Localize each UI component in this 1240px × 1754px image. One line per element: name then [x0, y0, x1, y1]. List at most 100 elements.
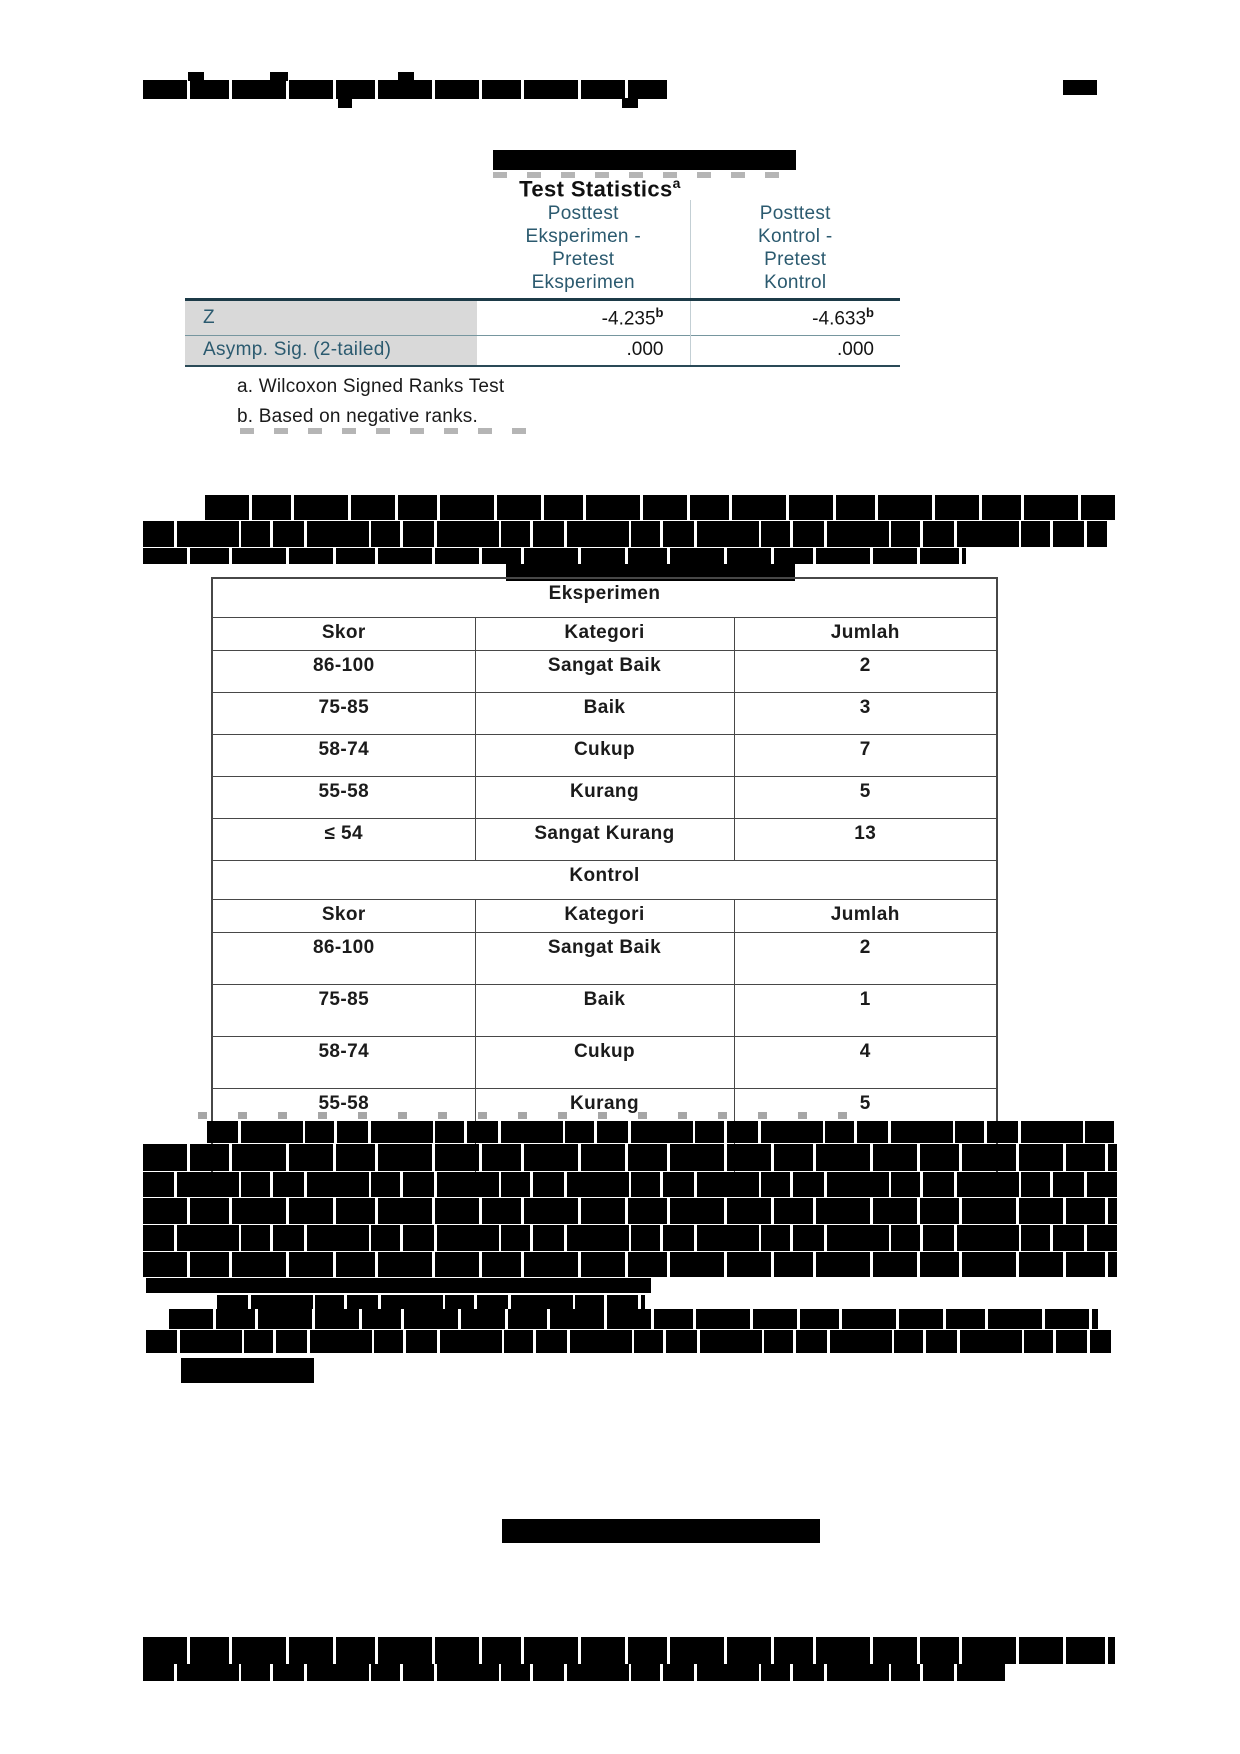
test-statistics-table: Posttest Eksperimen - Pretest Eksperimen…: [185, 200, 900, 367]
table-row: 86-100 Sangat Baik 2: [211, 650, 998, 693]
cell-skor: ≤ 54: [211, 818, 476, 861]
col-header-line: Kontrol -: [757, 226, 833, 247]
col-header-skor: Skor: [211, 617, 476, 651]
stat-z-kontrol: -4.633b: [689, 299, 900, 336]
redacted-paragraph-line: [143, 1252, 1117, 1277]
cell-jumlah: 5: [733, 776, 998, 819]
cell-kategori: Sangat Kurang: [474, 818, 735, 861]
cell-skor: 86-100: [211, 932, 476, 985]
cell-skor: 55-58: [211, 776, 476, 819]
redaction-fragment: [270, 72, 288, 81]
redaction-residue: [198, 1112, 858, 1119]
cell-jumlah: 2: [733, 650, 998, 693]
table-row: 75-85 Baik 3: [211, 692, 998, 735]
cell-jumlah: 2: [733, 932, 998, 985]
cell-kategori: Cukup: [474, 1036, 735, 1089]
cell-kategori: Baik: [474, 692, 735, 735]
column-header-row: Skor Kategori Jumlah: [211, 899, 998, 933]
redacted-page-number: [1063, 80, 1097, 95]
col-header-line: Eksperimen: [531, 272, 635, 293]
section-title-eksperimen: Eksperimen: [211, 577, 998, 618]
value-superscript: b: [866, 305, 874, 321]
stat-sig-kontrol: .000: [689, 335, 900, 366]
redacted-paragraph-line: [146, 1278, 651, 1293]
redacted-paragraph-line: [205, 495, 1115, 520]
redacted-paragraph-line: [143, 1225, 1117, 1251]
redacted-paragraph-line: [217, 1295, 645, 1309]
redacted-chapter-heading: [143, 80, 670, 99]
table-row: 55-58 Kurang 5: [211, 776, 998, 819]
cell-jumlah: 3: [733, 692, 998, 735]
cell-skor: 86-100: [211, 650, 476, 693]
table-row: ≤ 54 Sangat Kurang 13: [211, 818, 998, 861]
cell-kategori: Baik: [474, 984, 735, 1037]
test-statistics-title-text: Test Statistics: [519, 176, 673, 202]
col-header-line: Posttest: [547, 203, 619, 224]
redacted-paragraph-line: [143, 548, 966, 564]
redacted-paragraph-line: [143, 1637, 1115, 1664]
value-superscript: b: [655, 305, 664, 321]
cell-skor: 58-74: [211, 1036, 476, 1089]
footnote-b: b. Based on negative ranks.: [237, 406, 478, 427]
redacted-paragraph-line: [143, 1198, 1117, 1224]
redacted-paragraph-line: [143, 521, 1107, 547]
col-header-line: Posttest: [759, 203, 831, 224]
stat-value: -4.235: [601, 308, 656, 330]
col-header-line: Pretest: [552, 249, 615, 270]
cell-skor: 75-85: [211, 692, 476, 735]
redacted-paragraph-line: [146, 1330, 1111, 1353]
cell-kategori: Kurang: [474, 776, 735, 819]
redaction-residue: [240, 428, 535, 434]
cell-jumlah: 1: [733, 984, 998, 1037]
redaction-fragment: [338, 98, 352, 108]
col-header-line: Eksperimen -: [525, 226, 642, 247]
footnote-a: a. Wilcoxon Signed Ranks Test: [237, 376, 505, 397]
col-header-jumlah: Jumlah: [733, 899, 998, 933]
title-superscript: a: [672, 175, 681, 191]
cell-kategori: Sangat Baik: [474, 932, 735, 985]
stat-z-eksperimen: -4.235b: [477, 300, 690, 336]
test-statistics-title: Test Statisticsa: [400, 175, 800, 202]
stat-sig-eksperimen: .000: [626, 339, 664, 361]
stat-corner-cell: [185, 200, 477, 300]
redacted-paragraph-line: [169, 1309, 1098, 1329]
table-row: 58-74 Cukup 7: [211, 734, 998, 777]
stat-value: -4.633: [812, 308, 867, 330]
redacted-paragraph-line: [143, 1172, 1117, 1197]
cell-skor: 58-74: [211, 734, 476, 777]
redacted-table-caption: [493, 150, 796, 170]
table-row: 86-100 Sangat Baik 2: [211, 932, 998, 985]
cell-kategori: Cukup: [474, 734, 735, 777]
redaction-fragment: [622, 98, 638, 108]
stat-row-z: Z -4.235b -4.633b: [185, 299, 900, 336]
redacted-paragraph-line: [143, 1664, 1005, 1681]
redacted-section-heading: [502, 1519, 820, 1543]
stat-row-label: Asymp. Sig. (2-tailed): [185, 335, 477, 366]
section-header-row: Kontrol: [211, 860, 998, 900]
col-header-kategori: Kategori: [474, 617, 735, 651]
col-header-line: Kontrol: [764, 272, 827, 293]
cell-jumlah: 13: [733, 818, 998, 861]
redacted-table-caption: [506, 564, 795, 581]
col-header-skor: Skor: [211, 899, 476, 933]
stat-row-label: Z: [185, 299, 477, 336]
section-title-kontrol: Kontrol: [211, 860, 998, 900]
redacted-paragraph-line: [207, 1121, 1117, 1143]
column-header-row: Skor Kategori Jumlah: [211, 617, 998, 651]
cell-jumlah: 4: [733, 1036, 998, 1089]
category-table: Eksperimen Skor Kategori Jumlah 86-100 S…: [211, 577, 998, 1194]
col-header-line: Pretest: [764, 249, 827, 270]
cell-skor: 75-85: [211, 984, 476, 1037]
col-header-jumlah: Jumlah: [733, 617, 998, 651]
redaction-fragment: [398, 72, 414, 81]
col-header-kategori: Kategori: [474, 899, 735, 933]
redacted-paragraph-line: [143, 1144, 1117, 1171]
cell-jumlah: 7: [733, 734, 998, 777]
table-row: 75-85 Baik 1: [211, 984, 998, 1037]
stat-col-header-kontrol: Posttest Kontrol - Pretest Kontrol: [689, 200, 900, 300]
redacted-paragraph-line: [181, 1358, 314, 1383]
section-header-row: Eksperimen: [211, 577, 998, 618]
redaction-residue: [493, 172, 793, 178]
cell-kategori: Sangat Baik: [474, 650, 735, 693]
